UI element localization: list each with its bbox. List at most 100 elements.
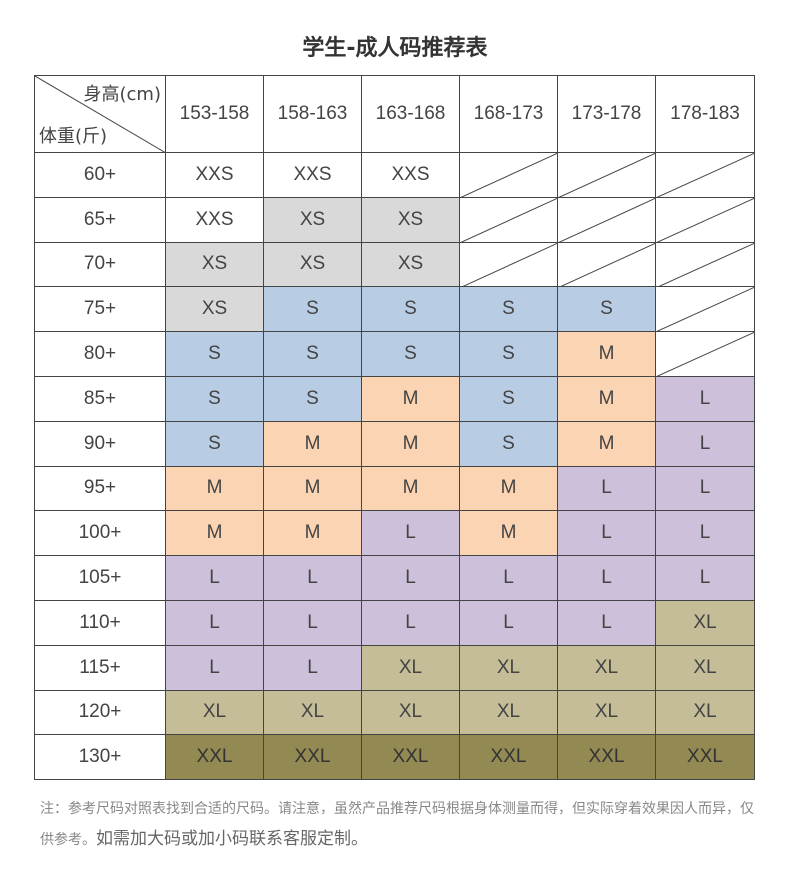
size-cell: XL	[655, 599, 755, 646]
size-cell: XXL	[655, 734, 755, 781]
weight-axis-label: 体重(斤)	[39, 126, 108, 147]
size-cell: M	[459, 465, 558, 512]
size-row: 60+ XXS XXS XXS	[34, 152, 755, 198]
size-cell: M	[361, 375, 460, 422]
size-row: 75+ XS S S S S	[34, 286, 755, 333]
size-cell: L	[655, 465, 755, 512]
size-cell: L	[263, 555, 362, 601]
size-cell: L	[655, 510, 755, 557]
weight-row-header: 105+	[34, 555, 166, 601]
size-cell: M	[557, 420, 656, 467]
size-cell: M	[557, 375, 656, 422]
weight-row-header: 130+	[34, 734, 166, 781]
size-cell: S	[361, 331, 460, 377]
unavailable-cell	[655, 331, 755, 377]
height-column-header: 173-178	[557, 75, 656, 153]
size-cell: XL	[361, 689, 460, 736]
size-cell: L	[459, 599, 558, 646]
unavailable-cell	[459, 196, 558, 243]
size-cell: M	[165, 510, 264, 557]
size-cell: XL	[165, 689, 264, 736]
size-cell: XXL	[459, 734, 558, 781]
weight-row-header: 95+	[34, 465, 166, 512]
size-cell: XS	[165, 286, 264, 333]
note-text: 注：参考尺码对照表找到合适的尺码。请注意，虽然产品推荐尺码根据身体测量而得，但实…	[40, 801, 754, 848]
size-cell: L	[361, 510, 460, 557]
size-cell: S	[459, 420, 558, 467]
weight-row-header: 65+	[34, 196, 166, 243]
size-cell: S	[263, 375, 362, 422]
size-cell: XS	[361, 196, 460, 243]
size-cell: L	[361, 599, 460, 646]
weight-row-header: 80+	[34, 331, 166, 377]
unavailable-diagonal-line	[656, 197, 755, 243]
height-column-header: 178-183	[655, 75, 755, 153]
size-cell: M	[459, 510, 558, 557]
size-cell: XXS	[263, 152, 362, 198]
size-cell: XS	[165, 241, 264, 288]
size-cell: L	[165, 644, 264, 691]
size-cell: S	[459, 331, 558, 377]
size-cell: S	[165, 420, 264, 467]
weight-row-header: 115+	[34, 644, 166, 691]
unavailable-diagonal-line	[460, 197, 558, 243]
size-cell: XS	[263, 196, 362, 243]
size-row: 95+ M M M M L L	[34, 465, 755, 512]
size-row: 90+ S M M S M L	[34, 420, 755, 467]
size-cell: L	[557, 599, 656, 646]
unavailable-diagonal-line	[558, 197, 656, 243]
note-emphasis: 如需加大码或加小码联系客服定制。	[96, 829, 368, 849]
size-cell: M	[263, 465, 362, 512]
weight-row-header: 75+	[34, 286, 166, 333]
unavailable-diagonal-line	[460, 153, 558, 198]
size-cell: XXL	[263, 734, 362, 781]
weight-row-header: 70+	[34, 241, 166, 288]
size-cell: M	[263, 420, 362, 467]
height-column-header: 168-173	[459, 75, 558, 153]
size-cell: XL	[459, 644, 558, 691]
unavailable-diagonal-line	[656, 287, 755, 333]
size-cell: L	[655, 555, 755, 601]
height-axis-label: 身高(cm)	[83, 84, 161, 105]
size-cell: L	[165, 599, 264, 646]
size-cell: XL	[361, 644, 460, 691]
size-cell: M	[165, 465, 264, 512]
size-cell: XXL	[165, 734, 264, 781]
unavailable-diagonal-line	[656, 332, 755, 377]
size-row: 80+ S S S S M	[34, 331, 755, 377]
size-row: 120+ XL XL XL XL XL XL	[34, 689, 755, 736]
size-row: 65+ XXS XS XS	[34, 196, 755, 243]
unavailable-diagonal-line	[558, 242, 656, 288]
size-cell: S	[263, 286, 362, 333]
weight-row-header: 110+	[34, 599, 166, 646]
weight-row-header: 120+	[34, 689, 166, 736]
size-row: 85+ S S M S M L	[34, 375, 755, 422]
size-cell: XXS	[165, 196, 264, 243]
unavailable-cell	[557, 241, 656, 288]
size-row: 130+ XXL XXL XXL XXL XXL XXL	[34, 734, 755, 781]
size-cell: M	[263, 510, 362, 557]
size-cell: L	[557, 555, 656, 601]
size-chart-table: 身高(cm) 体重(斤) 153-158 158-163 163-168 168…	[34, 75, 755, 781]
size-cell: L	[655, 420, 755, 467]
size-cell: XXS	[165, 152, 264, 198]
size-cell: L	[263, 644, 362, 691]
unavailable-cell	[557, 152, 656, 198]
unavailable-cell	[655, 241, 755, 288]
size-cell: XL	[655, 689, 755, 736]
size-cell: S	[459, 286, 558, 333]
size-cell: S	[361, 286, 460, 333]
size-cell: XS	[361, 241, 460, 288]
size-cell: M	[361, 465, 460, 512]
unavailable-cell	[557, 196, 656, 243]
size-cell: S	[165, 375, 264, 422]
size-cell: L	[361, 555, 460, 601]
size-cell: XL	[459, 689, 558, 736]
size-cell: M	[361, 420, 460, 467]
weight-row-header: 85+	[34, 375, 166, 422]
size-row: 105+ L L L L L L	[34, 555, 755, 601]
size-cell: L	[557, 510, 656, 557]
size-cell: S	[557, 286, 656, 333]
height-column-header: 158-163	[263, 75, 362, 153]
size-cell: S	[459, 375, 558, 422]
